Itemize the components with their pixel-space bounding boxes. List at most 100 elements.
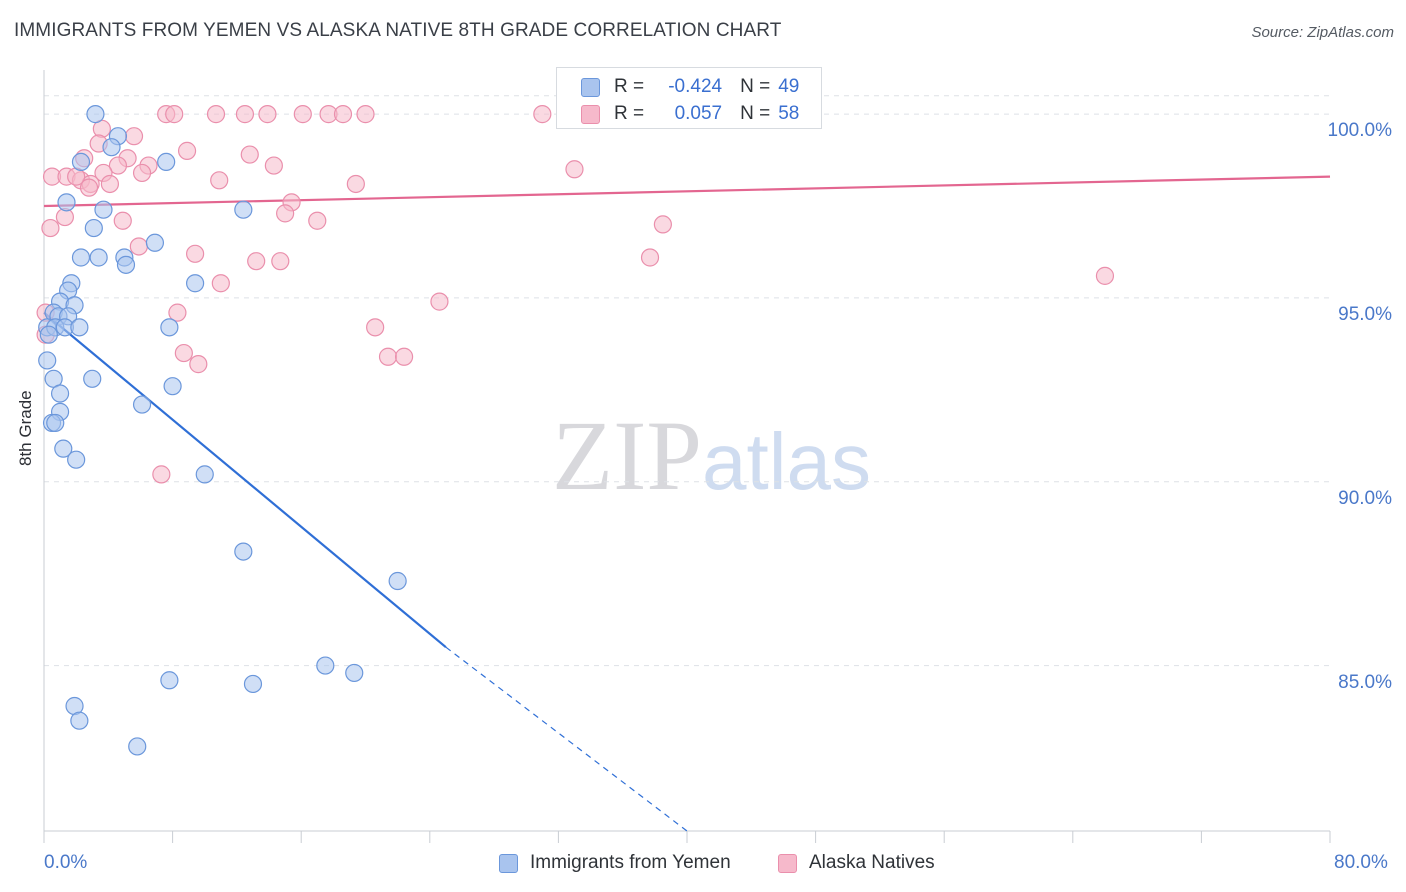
point-alaska [247, 252, 266, 271]
point-alaska [378, 347, 398, 366]
point-alaska [653, 215, 672, 234]
point-alaska [1095, 266, 1115, 285]
y-tick-label: 95.0% [1338, 303, 1392, 325]
point-alaska [129, 237, 148, 256]
point-alaska [640, 248, 660, 267]
point-yemen [163, 377, 182, 396]
legend-r-value: 0.057 [674, 103, 723, 124]
point-yemen [132, 395, 152, 414]
point-alaska [132, 163, 152, 183]
point-alaska [206, 105, 226, 124]
data-points [36, 105, 1115, 756]
watermark-atlas: atlas [702, 417, 871, 506]
point-yemen [345, 663, 364, 683]
point-yemen [145, 233, 165, 252]
legend-n-label: N = [740, 103, 771, 124]
point-alaska [346, 174, 365, 194]
point-alaska [308, 211, 327, 230]
point-alaska [210, 171, 229, 190]
point-alaska [430, 292, 449, 311]
point-yemen [84, 218, 103, 238]
trend-line-alaska [43, 175, 1331, 208]
legend-item-alaska[interactable]: Alaska Natives [778, 852, 935, 874]
point-yemen [38, 351, 57, 370]
point-alaska [271, 252, 290, 271]
point-yemen [102, 138, 121, 157]
point-yemen [234, 200, 253, 219]
point-yemen [388, 571, 407, 591]
point-yemen [70, 711, 89, 730]
point-alaska [264, 156, 283, 175]
legend-item-yemen[interactable]: Immigrants from Yemen [499, 852, 731, 874]
point-alaska [177, 141, 197, 160]
point-yemen [83, 369, 102, 388]
legend-r-label: R = [614, 103, 645, 124]
point-yemen [116, 255, 136, 274]
point-alaska [533, 105, 552, 124]
point-alaska [108, 156, 128, 175]
y-tick-label: 100.0% [1327, 120, 1392, 142]
point-alaska [189, 355, 208, 374]
point-yemen [50, 384, 70, 403]
point-alaska [356, 105, 375, 124]
watermark: ZIPatlas [552, 398, 871, 513]
trend-line-yemen [43, 311, 447, 649]
point-alaska [565, 160, 584, 179]
point-yemen [54, 439, 73, 458]
watermark-zip: ZIP [552, 400, 702, 511]
point-alaska [186, 244, 205, 263]
point-yemen [94, 200, 113, 219]
point-yemen [67, 450, 86, 469]
point-alaska [79, 178, 99, 197]
point-yemen [57, 193, 76, 212]
legend-swatch-pink [778, 853, 797, 873]
point-yemen [39, 325, 58, 344]
point-alaska [333, 105, 353, 124]
legend-n-label: N = [740, 76, 771, 97]
point-alaska [168, 303, 187, 322]
axes [43, 70, 1331, 843]
point-yemen [128, 737, 147, 756]
point-alaska [394, 347, 414, 366]
legend-swatch-blue [581, 77, 600, 97]
x-tick-label-min: 0.0% [44, 852, 88, 873]
point-alaska [165, 105, 184, 124]
legend-row-alaska: R = 0.057 N = 58 [581, 101, 799, 127]
legend-swatch-pink [581, 104, 600, 124]
point-yemen [195, 465, 214, 484]
point-alaska [240, 145, 259, 164]
y-tick-label: 85.0% [1338, 671, 1392, 693]
stats-legend: R = -0.424 N = 49 R = 0.057 N = 58 [556, 67, 822, 129]
point-yemen [234, 542, 253, 561]
legend-n-value: 49 [778, 76, 800, 97]
point-yemen [186, 274, 205, 293]
trend-lines [43, 175, 1331, 832]
y-axis-label: 8th Grade [16, 390, 35, 466]
point-yemen [157, 152, 176, 172]
legend-label-yemen: Immigrants from Yemen [530, 852, 731, 873]
trend-line-yemen-extrapolated [445, 646, 688, 832]
point-yemen [71, 248, 91, 267]
point-alaska [211, 274, 230, 293]
point-yemen [160, 318, 179, 337]
point-alaska [276, 204, 295, 223]
point-alaska [124, 127, 144, 146]
point-yemen [160, 671, 179, 690]
point-alaska [235, 105, 255, 124]
legend-row-yemen: R = -0.424 N = 49 [581, 74, 799, 100]
x-tick-label-max: 80.0% [1334, 852, 1388, 873]
point-yemen [316, 656, 335, 675]
point-yemen [46, 413, 65, 433]
legend-label-alaska: Alaska Natives [809, 852, 935, 873]
point-yemen [89, 248, 108, 267]
point-yemen [243, 674, 263, 694]
point-alaska [366, 318, 385, 337]
point-alaska [152, 465, 171, 484]
y-tick-label: 90.0% [1338, 487, 1392, 509]
point-alaska [113, 211, 132, 230]
point-yemen [70, 318, 89, 337]
point-yemen [86, 105, 105, 124]
point-alaska [174, 343, 193, 363]
chart-title: IMMIGRANTS FROM YEMEN VS ALASKA NATIVE 8… [14, 20, 782, 41]
